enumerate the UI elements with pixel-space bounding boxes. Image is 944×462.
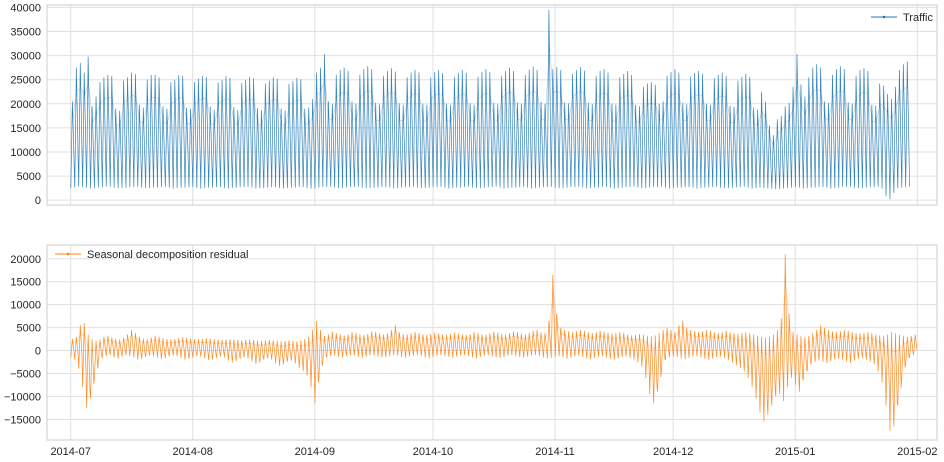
plot-frame (46, 4, 938, 206)
y-tick-label: −15000 (4, 414, 41, 426)
y-tick-label: 20000 (10, 254, 41, 266)
x-tick-label: 2014-09 (295, 446, 335, 458)
legend-marker (66, 252, 70, 256)
y-tick-label: 40000 (10, 2, 41, 14)
y-tick-label: 35000 (10, 27, 41, 39)
y-tick-label: 0 (35, 195, 41, 207)
y-tick-label: 0 (35, 346, 41, 358)
residual-frame (46, 244, 938, 441)
y-tick-label: 15000 (10, 277, 41, 289)
x-tick-label: 2015-01 (775, 446, 815, 458)
traffic-y-tick-labels: 0 5000 10000 15000 20000 25000 30000 35000 40000 (10, 2, 41, 207)
x-tick-label: 2014-07 (50, 446, 90, 458)
y-tick-label: −10000 (4, 391, 41, 403)
residual-chart-panel: −15000 −10000 −5000 0 5000 10000 15000 20000 20… (4, 244, 938, 458)
legend-label: Traffic (903, 12, 933, 24)
y-tick-label: 5000 (17, 171, 41, 183)
plot-frame (46, 244, 938, 441)
y-tick-label: 10000 (10, 147, 41, 159)
traffic-series (70, 9, 910, 200)
series-line-secondary (72, 45, 908, 147)
residual-y-tick-labels: −15000 −10000 −5000 0 5000 10000 15000 20000 (4, 254, 41, 427)
legend-marker (882, 15, 886, 19)
residual-x-tick-labels: 2014-07 2014-08 2014-09 2014-10 2014-11 2014-… (50, 446, 937, 458)
residual-series (70, 254, 918, 431)
series-line-secondary (72, 283, 916, 355)
residual-legend: Seasonal decomposition residual (55, 249, 248, 261)
x-tick-label: 2014-11 (535, 446, 575, 458)
y-tick-label: 30000 (10, 51, 41, 63)
x-tick-label: 2014-08 (173, 446, 213, 458)
series-line-seasonal-decomposition-residual (70, 254, 918, 431)
y-tick-label: 20000 (10, 99, 41, 111)
y-tick-label: 5000 (17, 323, 41, 335)
y-tick-label: 15000 (10, 123, 41, 135)
traffic-chart-panel: 0 5000 10000 15000 20000 25000 30000 35000 40000… (10, 2, 938, 207)
traffic-legend: Traffic (871, 12, 933, 24)
residual-grid (47, 245, 937, 440)
y-tick-label: −5000 (10, 368, 41, 380)
x-tick-label: 2015-02 (897, 446, 937, 458)
legend-label: Seasonal decomposition residual (87, 249, 248, 261)
x-tick-label: 2014-12 (653, 446, 693, 458)
x-tick-label: 2014-10 (413, 446, 453, 458)
series-line-traffic (70, 9, 910, 200)
y-tick-label: 25000 (10, 75, 41, 87)
y-tick-label: 10000 (10, 300, 41, 312)
traffic-frame (46, 4, 938, 206)
